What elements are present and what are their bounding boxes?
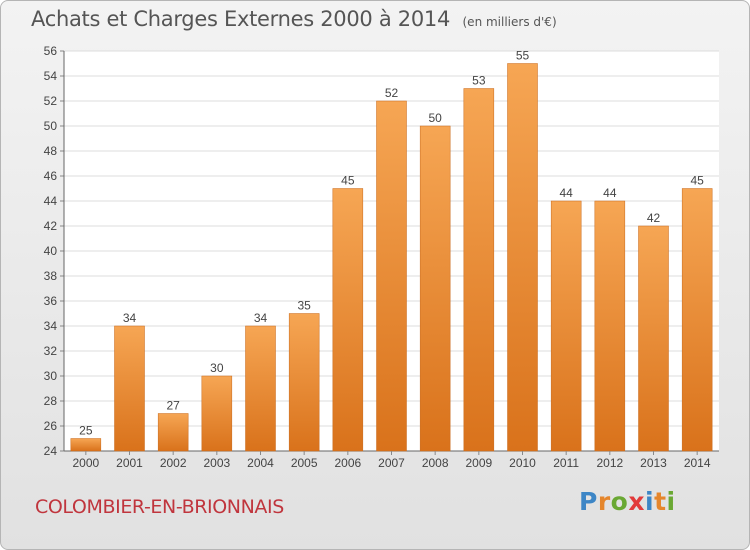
bar-value-label: 53	[472, 74, 486, 88]
x-tick-label: 2003	[203, 456, 230, 470]
bar-value-label: 52	[385, 86, 399, 100]
y-tick-label: 32	[44, 344, 58, 358]
x-tick-label: 2012	[596, 456, 623, 470]
brand-letter: t	[654, 487, 667, 516]
proxiti-logo: Proxiti	[579, 487, 676, 516]
bar-value-label: 45	[690, 174, 704, 188]
x-tick-label: 2009	[465, 456, 492, 470]
bar-value-label: 44	[603, 186, 617, 200]
bar	[70, 438, 102, 452]
brand-letter: i	[666, 487, 676, 516]
bar	[376, 100, 407, 452]
bar	[638, 225, 669, 452]
bar-value-label: 45	[341, 174, 355, 188]
brand-letter: i	[645, 487, 655, 516]
x-tick-label: 2006	[334, 456, 361, 470]
brand-letter: x	[628, 487, 645, 516]
bar	[681, 188, 713, 452]
y-tick-label: 34	[44, 319, 58, 333]
bar	[550, 200, 582, 452]
x-tick-label: 2005	[291, 456, 318, 470]
x-tick-label: 2010	[509, 456, 536, 470]
y-tick-label: 52	[44, 94, 58, 108]
bar-value-label: 44	[559, 186, 573, 200]
y-tick-label: 48	[44, 144, 58, 158]
x-tick-label: 2004	[247, 456, 274, 470]
bar-value-label: 50	[428, 111, 442, 125]
chart-header: Achats et Charges Externes 2000 à 2014 (…	[31, 7, 557, 31]
bar	[201, 375, 233, 452]
y-tick-label: 26	[44, 419, 58, 433]
brand-letter: P	[579, 487, 598, 516]
bar-value-label: 35	[297, 299, 311, 313]
bar	[419, 125, 451, 452]
brand-letter: o	[610, 487, 629, 516]
x-tick-label: 2011	[553, 456, 579, 470]
y-tick-label: 38	[44, 269, 58, 283]
bar	[463, 88, 495, 452]
bar	[507, 63, 538, 452]
y-tick-label: 36	[44, 294, 58, 308]
y-tick-label: 50	[44, 119, 58, 133]
y-tick-label: 42	[44, 219, 58, 233]
y-tick-label: 46	[44, 169, 58, 183]
bar-value-label: 34	[254, 311, 268, 325]
y-tick-label: 40	[44, 244, 58, 258]
x-tick-label: 2008	[422, 456, 449, 470]
x-tick-label: 2002	[160, 456, 187, 470]
commune-name: COLOMBIER-EN-BRIONNAIS	[35, 496, 284, 518]
x-tick-label: 2001	[116, 456, 143, 470]
bar	[245, 325, 276, 452]
bar	[114, 325, 145, 452]
y-tick-label: 24	[44, 444, 58, 458]
bar	[594, 200, 626, 452]
y-tick-label: 56	[44, 44, 58, 58]
brand-letter: r	[597, 487, 611, 516]
y-tick-label: 54	[44, 69, 58, 83]
y-tick-label: 30	[44, 369, 58, 383]
y-tick-label: 44	[44, 194, 58, 208]
bar-value-label: 34	[123, 311, 137, 325]
y-tick-label: 28	[44, 394, 58, 408]
bar	[157, 413, 189, 452]
x-tick-label: 2014	[684, 456, 711, 470]
x-tick-label: 2013	[640, 456, 667, 470]
chart-title: Achats et Charges Externes 2000 à 2014	[31, 7, 451, 31]
bar	[288, 313, 320, 452]
bar-value-label: 25	[79, 424, 93, 438]
x-tick-label: 2007	[378, 456, 405, 470]
bar-value-label: 55	[516, 49, 530, 63]
bar-value-label: 30	[210, 361, 224, 375]
chart-subtitle: (en milliers d'€)	[462, 15, 557, 29]
bar	[332, 188, 364, 452]
bar-value-label: 42	[647, 211, 661, 225]
x-tick-label: 2000	[72, 456, 99, 470]
bar-value-label: 27	[166, 399, 180, 413]
